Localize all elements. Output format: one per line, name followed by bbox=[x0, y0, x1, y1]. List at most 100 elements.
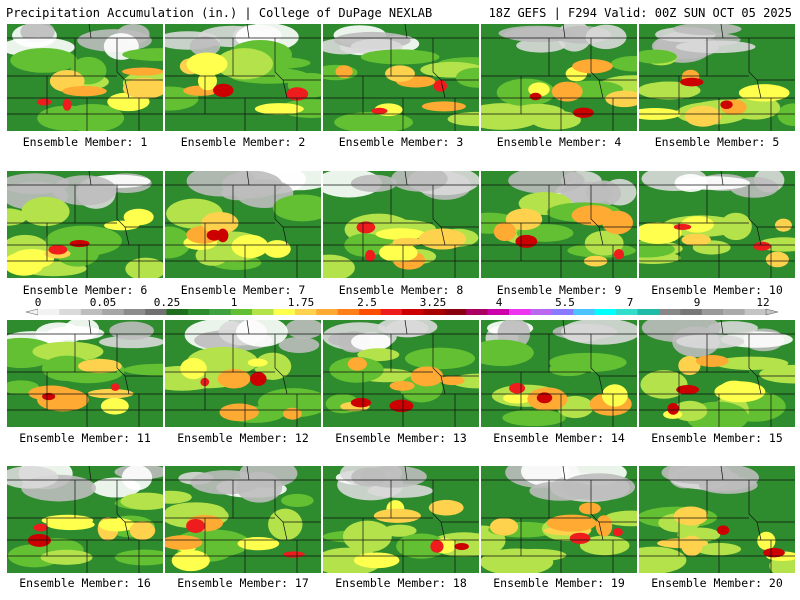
legend-swatch bbox=[744, 309, 767, 315]
panel-label: Ensemble Member: 8 bbox=[338, 283, 464, 297]
legend-swatch bbox=[680, 309, 703, 315]
legend-swatch bbox=[102, 309, 124, 315]
legend-swatch bbox=[380, 309, 403, 315]
legend-arrow-left bbox=[25, 308, 39, 316]
legend-swatch bbox=[701, 309, 724, 315]
color-legend bbox=[25, 308, 779, 316]
ensemble-panel bbox=[323, 24, 479, 131]
legend-swatch bbox=[594, 309, 617, 315]
legend-swatch bbox=[444, 309, 467, 315]
ensemble-panel bbox=[481, 171, 637, 278]
panel-label: Ensemble Member: 9 bbox=[496, 283, 622, 297]
precip-map bbox=[323, 320, 479, 427]
ensemble-panel bbox=[7, 24, 163, 131]
legend-swatch bbox=[316, 309, 339, 315]
panel-label: Ensemble Member: 5 bbox=[654, 135, 780, 149]
legend-swatch bbox=[187, 309, 210, 315]
legend-swatch bbox=[337, 309, 360, 315]
legend-arrow-right bbox=[765, 308, 779, 316]
legend-tick-label: 9 bbox=[693, 296, 701, 309]
legend-swatch bbox=[209, 309, 232, 315]
legend-tick-label: 12 bbox=[756, 296, 770, 309]
legend-swatch bbox=[423, 309, 446, 315]
legend-tick-label: 0.25 bbox=[153, 296, 181, 309]
legend-swatch bbox=[573, 309, 596, 315]
panel-label: Ensemble Member: 15 bbox=[651, 431, 783, 445]
legend-tick-label: 2.5 bbox=[357, 296, 377, 309]
panel-label: Ensemble Member: 19 bbox=[493, 576, 625, 590]
panel-label: Ensemble Member: 2 bbox=[180, 135, 306, 149]
legend-swatch bbox=[530, 309, 553, 315]
legend-swatch bbox=[166, 309, 189, 315]
ensemble-panel bbox=[639, 466, 795, 573]
precip-map bbox=[7, 320, 163, 427]
ensemble-panel bbox=[165, 466, 321, 573]
legend-tick-label: 5.5 bbox=[555, 296, 575, 309]
panel-label: Ensemble Member: 20 bbox=[651, 576, 783, 590]
ensemble-panel bbox=[165, 24, 321, 131]
panel-label: Ensemble Member: 12 bbox=[177, 431, 309, 445]
ensemble-panel bbox=[7, 171, 163, 278]
legend-swatch bbox=[59, 309, 82, 315]
chart-title: Precipitation Accumulation (in.) | Colle… bbox=[6, 6, 433, 20]
legend-swatch bbox=[273, 309, 296, 315]
panel-label: Ensemble Member: 3 bbox=[338, 135, 464, 149]
legend-swatch bbox=[466, 309, 488, 315]
precip-map bbox=[639, 24, 795, 131]
legend-swatch bbox=[294, 309, 317, 315]
panel-label: Ensemble Member: 7 bbox=[180, 283, 306, 297]
precip-map bbox=[481, 171, 637, 278]
precip-map bbox=[7, 466, 163, 573]
legend-tick-label: 1.75 bbox=[287, 296, 315, 309]
legend-swatch bbox=[616, 309, 638, 315]
ensemble-panel bbox=[481, 466, 637, 573]
panel-label: Ensemble Member: 18 bbox=[335, 576, 467, 590]
precip-map bbox=[481, 24, 637, 131]
precip-map bbox=[323, 24, 479, 131]
panel-label: Ensemble Member: 14 bbox=[493, 431, 625, 445]
precip-map bbox=[639, 466, 795, 573]
panel-label: Ensemble Member: 1 bbox=[22, 135, 148, 149]
legend-swatch bbox=[551, 309, 574, 315]
ensemble-panel bbox=[165, 320, 321, 427]
ensemble-panel bbox=[165, 171, 321, 278]
panel-label: Ensemble Member: 11 bbox=[19, 431, 151, 445]
legend-swatch bbox=[252, 309, 274, 315]
precip-map bbox=[165, 320, 321, 427]
panel-label: Ensemble Member: 13 bbox=[335, 431, 467, 445]
panel-label: Ensemble Member: 16 bbox=[19, 576, 151, 590]
ensemble-panel bbox=[7, 320, 163, 427]
ensemble-panel bbox=[639, 320, 795, 427]
legend-swatch bbox=[230, 309, 253, 315]
precip-map bbox=[323, 171, 479, 278]
panel-label: Ensemble Member: 17 bbox=[177, 576, 309, 590]
ensemble-panel bbox=[323, 466, 479, 573]
legend-tick-label: 0 bbox=[34, 296, 42, 309]
ensemble-panel bbox=[639, 171, 795, 278]
precip-map bbox=[323, 466, 479, 573]
panel-label: Ensemble Member: 4 bbox=[496, 135, 622, 149]
legend-swatch bbox=[658, 309, 681, 315]
run-info: 18Z GEFS | F294 Valid: 00Z SUN OCT 05 20… bbox=[488, 6, 792, 20]
legend-tick-label: 7 bbox=[626, 296, 634, 309]
legend-swatch bbox=[402, 309, 424, 315]
legend-swatch bbox=[80, 309, 103, 315]
panel-label: Ensemble Member: 10 bbox=[651, 283, 783, 297]
legend-swatch bbox=[145, 309, 167, 315]
precip-map bbox=[165, 466, 321, 573]
legend-labels: 0 0.05 0.25 1 1.75 2.5 3.25 4 5.5 7 9 12 bbox=[0, 296, 800, 309]
precip-map bbox=[639, 320, 795, 427]
precip-map bbox=[7, 24, 163, 131]
legend-swatch bbox=[487, 309, 510, 315]
ensemble-panel bbox=[7, 466, 163, 573]
legend-swatch bbox=[38, 309, 60, 315]
ensemble-panel bbox=[639, 24, 795, 131]
legend-swatch bbox=[123, 309, 146, 315]
precip-map bbox=[481, 466, 637, 573]
precip-map bbox=[639, 171, 795, 278]
precip-map bbox=[7, 171, 163, 278]
legend-swatch bbox=[359, 309, 381, 315]
precip-map bbox=[165, 24, 321, 131]
legend-swatch bbox=[509, 309, 531, 315]
